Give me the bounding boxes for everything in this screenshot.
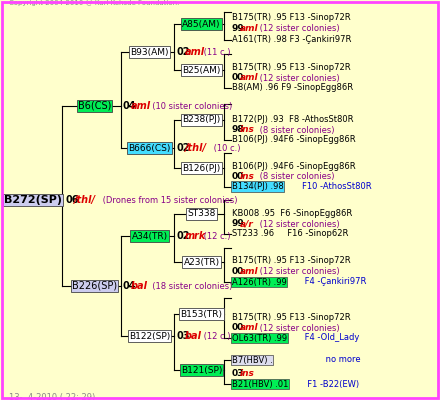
Text: 03: 03 (176, 331, 190, 341)
Text: B122(SP): B122(SP) (129, 332, 170, 340)
Text: Copyright 2004-2010 @ Karl Kehsde Foundation.: Copyright 2004-2010 @ Karl Kehsde Founda… (9, 0, 179, 6)
Text: (8 sister colonies): (8 sister colonies) (257, 172, 334, 181)
Text: 06: 06 (65, 195, 79, 205)
Text: (8 sister colonies): (8 sister colonies) (257, 126, 334, 134)
Text: B666(CS): B666(CS) (128, 144, 171, 152)
Text: aml: aml (240, 24, 258, 33)
Text: B175(TR) .95 F13 -Sinop72R: B175(TR) .95 F13 -Sinop72R (232, 256, 351, 265)
Text: aml: aml (185, 47, 205, 57)
Text: 00: 00 (232, 74, 244, 82)
Text: F10 -AthosSt80R: F10 -AthosSt80R (302, 182, 372, 191)
Text: aml: aml (240, 74, 258, 82)
Text: F1 -B22(EW): F1 -B22(EW) (302, 380, 359, 388)
Text: B172(PJ) .93  F8 -AthosSt80R: B172(PJ) .93 F8 -AthosSt80R (232, 116, 353, 124)
Text: 00: 00 (232, 172, 244, 181)
Text: 00: 00 (232, 267, 244, 276)
Text: ST338: ST338 (187, 210, 216, 218)
Text: (12 c.): (12 c.) (201, 232, 230, 240)
Text: (18 sister colonies): (18 sister colonies) (147, 282, 232, 290)
Text: ins: ins (240, 126, 255, 134)
Text: (12 c.): (12 c.) (201, 332, 230, 340)
Text: (12 sister colonies): (12 sister colonies) (257, 267, 340, 276)
Text: B121(SP): B121(SP) (181, 366, 222, 374)
Text: 00: 00 (232, 324, 244, 332)
Text: B134(PJ) .98: B134(PJ) .98 (232, 182, 284, 191)
Text: 99: 99 (232, 24, 245, 33)
Text: aml: aml (240, 267, 258, 276)
Text: KB008 .95  F6 -SinopEgg86R: KB008 .95 F6 -SinopEgg86R (232, 210, 352, 218)
Text: ins: ins (240, 370, 255, 378)
Text: OL63(TR) .99: OL63(TR) .99 (232, 334, 287, 342)
Text: 99: 99 (232, 220, 245, 228)
Text: B25(AM): B25(AM) (182, 66, 221, 74)
Text: B175(TR) .95 F13 -Sinop72R: B175(TR) .95 F13 -Sinop72R (232, 314, 351, 322)
Text: (10 c.): (10 c.) (211, 144, 241, 152)
Text: F4 -Old_Lady: F4 -Old_Lady (302, 334, 359, 342)
Text: (11 c.): (11 c.) (201, 48, 230, 56)
Text: B226(SP): B226(SP) (72, 281, 117, 291)
Text: B8(AM) .96 F9 -SinopEgg86R: B8(AM) .96 F9 -SinopEgg86R (232, 84, 353, 92)
Text: 02: 02 (176, 143, 190, 153)
Text: bal: bal (185, 331, 202, 341)
Text: bal: bal (131, 281, 148, 291)
Text: aml: aml (240, 324, 258, 332)
Text: ins: ins (240, 172, 255, 181)
Text: A23(TR): A23(TR) (183, 258, 220, 266)
Text: 03: 03 (232, 370, 244, 378)
Text: A34(TR): A34(TR) (132, 232, 168, 240)
Text: (12 sister colonies): (12 sister colonies) (257, 324, 340, 332)
Text: (12 sister colonies): (12 sister colonies) (257, 74, 340, 82)
Text: B272(SP): B272(SP) (4, 195, 62, 205)
Text: 02: 02 (176, 231, 190, 241)
Text: ST233 .96     F16 -Sinop62R: ST233 .96 F16 -Sinop62R (232, 230, 348, 238)
Text: no more: no more (302, 356, 361, 364)
Text: (10 sister colonies): (10 sister colonies) (147, 102, 232, 110)
Text: 04: 04 (122, 281, 136, 291)
Text: B21(HBV) .01: B21(HBV) .01 (232, 380, 288, 388)
Text: B153(TR): B153(TR) (180, 310, 223, 318)
Text: a/r: a/r (240, 220, 254, 228)
Text: F4 -Çankiri97R: F4 -Çankiri97R (302, 278, 367, 286)
Text: 13-  4-2010 ( 22: 29): 13- 4-2010 ( 22: 29) (9, 393, 95, 400)
Text: /thl/: /thl/ (74, 195, 96, 205)
Text: /thl/: /thl/ (185, 143, 207, 153)
Text: B106(PJ) .94F6 -SinopEgg86R: B106(PJ) .94F6 -SinopEgg86R (232, 136, 356, 144)
Text: B6(CS): B6(CS) (78, 101, 111, 111)
Text: B238(PJ): B238(PJ) (183, 116, 220, 124)
Text: A161(TR) .98 F3 -Çankiri97R: A161(TR) .98 F3 -Çankiri97R (232, 36, 351, 44)
Text: B93(AM): B93(AM) (130, 48, 169, 56)
Text: A85(AM): A85(AM) (182, 20, 221, 28)
Text: (Drones from 15 sister colonies): (Drones from 15 sister colonies) (100, 196, 238, 204)
Text: 98: 98 (232, 126, 245, 134)
Text: 04: 04 (122, 101, 136, 111)
Text: B175(TR) .95 F13 -Sinop72R: B175(TR) .95 F13 -Sinop72R (232, 64, 351, 72)
Text: B106(PJ) .94F6 -SinopEgg86R: B106(PJ) .94F6 -SinopEgg86R (232, 162, 356, 171)
Text: (12 sister colonies): (12 sister colonies) (257, 24, 340, 33)
Text: (12 sister colonies): (12 sister colonies) (257, 220, 340, 228)
Text: mrk: mrk (185, 231, 206, 241)
Text: aml: aml (131, 101, 151, 111)
Text: A126(TR) .99: A126(TR) .99 (232, 278, 286, 286)
Text: 02: 02 (176, 47, 190, 57)
Text: B126(PJ): B126(PJ) (183, 164, 220, 172)
Text: B175(TR) .95 F13 -Sinop72R: B175(TR) .95 F13 -Sinop72R (232, 14, 351, 22)
Text: B7(HBV) .: B7(HBV) . (232, 356, 273, 364)
